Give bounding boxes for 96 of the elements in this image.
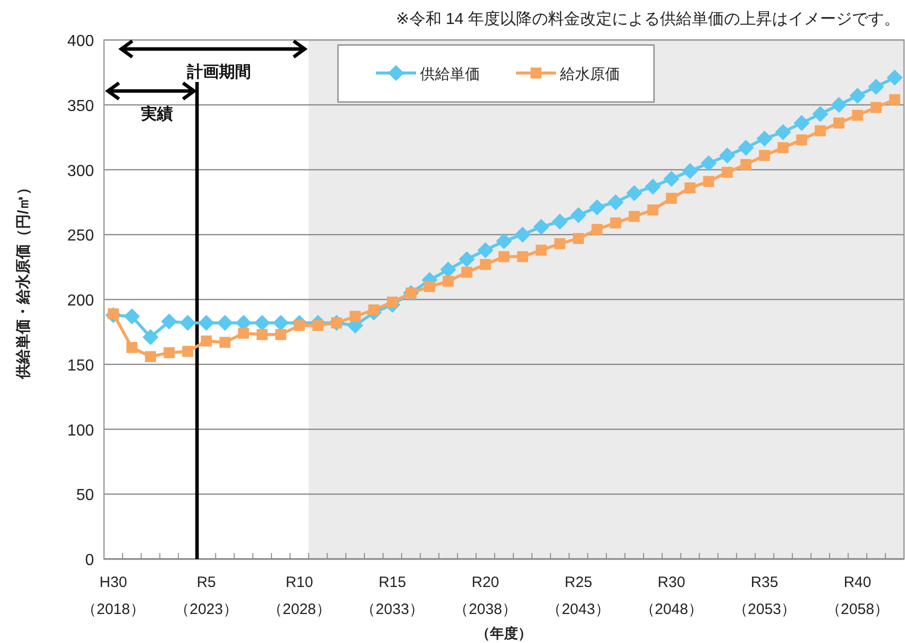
x-tick-label: R15 （2033） [360,574,424,618]
point [870,102,882,113]
y-tick-label: 200 [67,292,94,310]
annotation: 実績 [140,104,174,123]
y-tick-label: 250 [67,228,94,245]
point [198,314,214,331]
point [126,342,138,354]
x-tick-label: R30 （2048） [640,574,704,618]
point [703,176,714,187]
y-tick-label: 0 [85,552,94,569]
point [145,351,156,362]
point [164,347,175,358]
point [868,78,884,95]
point [663,170,680,187]
point [517,251,528,262]
y-tick-label: 150 [67,357,94,374]
point [644,178,661,195]
point [142,329,159,346]
point [442,276,454,287]
point [833,118,844,129]
x-axis-title: （年度） [476,625,532,641]
point [608,194,624,210]
point [552,214,568,230]
y-tick-label: 300 [67,162,94,180]
point [778,142,789,154]
point [886,70,903,86]
point [758,150,770,161]
point [626,185,642,202]
point [794,115,810,132]
point [161,314,178,330]
point [628,210,640,222]
point [533,218,550,235]
point [480,258,491,270]
x-tick-label: R35 （2053） [732,574,796,618]
point [738,140,754,156]
x-tick-label: R20 （2038） [454,574,518,618]
point [368,304,380,316]
point [812,106,828,122]
point [536,244,547,256]
x-tick-label: R40 （2058） [826,574,890,618]
point [570,207,586,224]
point [814,125,826,136]
point [592,224,603,235]
legend-label: 供給単価 [420,66,480,83]
point [124,308,140,324]
point [719,147,736,164]
legend-label: 給水原価 [559,66,620,83]
point [666,192,677,204]
point [180,314,196,331]
point [254,314,270,331]
point [498,251,510,262]
point [610,217,622,228]
point [700,155,717,172]
point [200,336,212,347]
point [740,159,752,170]
point [889,94,900,106]
point [722,166,733,178]
text: ※令和 14 年度以降の料金改定による供給単価の上昇はイメージです。 [396,10,900,28]
point [647,204,658,216]
point [554,238,566,250]
x-tick-label: R5 （2023） [174,574,238,618]
point [796,134,808,146]
point [572,233,584,244]
y-tick-label: 100 [67,422,94,440]
point [682,163,698,180]
x-tick-label: H30 （2018） [82,574,145,618]
point [830,96,847,113]
point [219,336,230,348]
y-tick-label: 400 [67,33,94,50]
point [256,329,268,340]
point [182,346,194,357]
point [849,88,866,104]
y-tick-label: 350 [67,98,94,115]
y-axis-title: 供給単価・給水原価（円/㎥） [15,180,32,380]
point [216,314,233,331]
y-tick-label: 50 [76,487,94,504]
point [514,226,531,243]
point [238,328,250,339]
point [589,199,606,216]
point [275,329,286,340]
point [424,281,436,292]
point [350,310,361,322]
x-tick-label: R25 （2043） [546,574,610,618]
point [756,130,772,147]
point [440,262,456,278]
annotation: 計画期間 [186,63,251,81]
point [852,110,863,121]
point [461,266,472,278]
point [272,314,289,331]
point [312,320,324,331]
point [775,124,792,140]
point [458,251,475,268]
point [477,242,494,258]
x-tick-label: R10 （2028） [268,574,332,618]
point [496,233,512,250]
point [684,182,696,194]
